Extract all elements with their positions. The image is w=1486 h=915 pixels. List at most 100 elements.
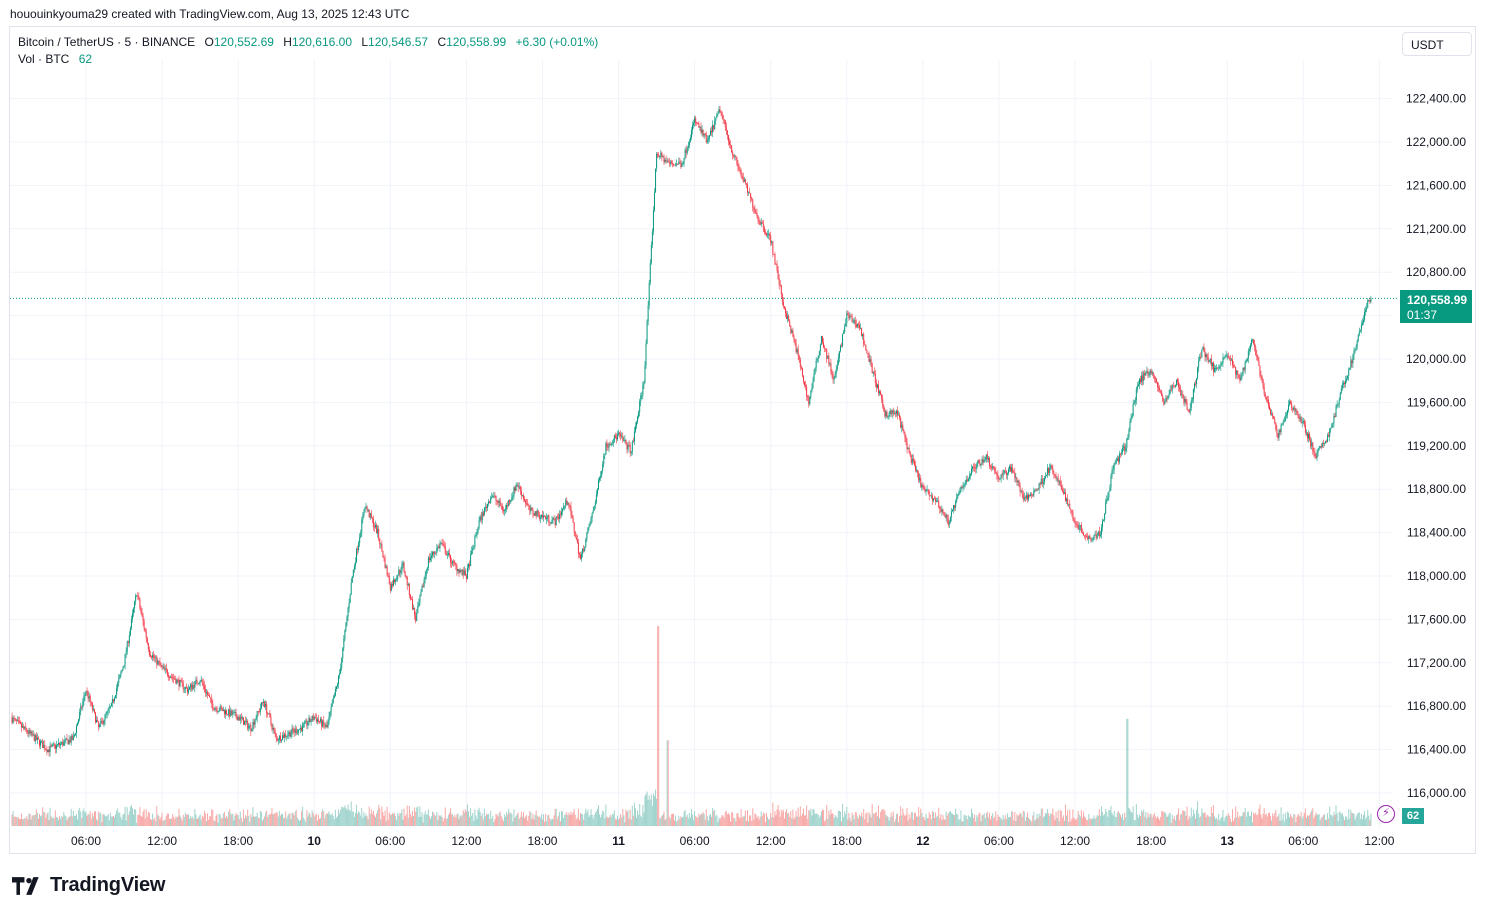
- candle-body: [853, 320, 855, 322]
- tradingview-logo[interactable]: TradingView: [12, 874, 165, 897]
- volume-bar: [553, 815, 555, 826]
- volume-bar: [1119, 815, 1121, 826]
- volume-bar: [875, 811, 877, 826]
- candle-body: [1144, 372, 1146, 376]
- volume-bar: [92, 816, 94, 826]
- volume-bar: [1297, 813, 1299, 826]
- volume-bar: [1258, 808, 1260, 826]
- volume-label[interactable]: Vol · BTC: [18, 52, 70, 66]
- volume-bar: [194, 809, 196, 826]
- candle-body: [678, 161, 680, 165]
- candle-body: [115, 695, 117, 699]
- volume-bar: [120, 816, 122, 826]
- candle-body: [851, 316, 853, 323]
- candle-body: [51, 744, 53, 747]
- candle-body: [925, 490, 927, 492]
- currency-button[interactable]: USDT: [1402, 32, 1472, 56]
- price-axis[interactable]: 116,000.00116,400.00116,800.00117,200.00…: [1406, 92, 1466, 800]
- candle-body: [1210, 358, 1212, 366]
- candle-body: [1224, 356, 1226, 358]
- volume-bar: [44, 812, 46, 826]
- volume-bar: [96, 818, 98, 826]
- candle-body: [1110, 476, 1112, 488]
- volume-bar: [313, 816, 315, 826]
- volume-bar: [1369, 819, 1371, 826]
- candle-body: [378, 528, 380, 539]
- candle-body: [536, 510, 538, 517]
- volume-bar: [895, 814, 897, 826]
- volume-bar: [1077, 810, 1079, 826]
- candle-body: [704, 133, 706, 135]
- volume-bar: [1060, 811, 1062, 826]
- volume-bar: [1360, 813, 1362, 826]
- candle-body: [611, 443, 613, 445]
- candle-body: [1077, 524, 1079, 530]
- volume-bar: [650, 794, 652, 826]
- volume-bar: [1304, 808, 1306, 826]
- volume-bar: [1088, 813, 1090, 826]
- volume-bar: [350, 801, 352, 826]
- candle-body: [216, 708, 218, 712]
- lightning-bolt-icon[interactable]: ⚡: [1377, 805, 1395, 823]
- volume-bar: [851, 812, 853, 826]
- candle-body: [1150, 370, 1152, 374]
- y-tick-label: 117,600.00: [1407, 612, 1466, 626]
- candle-body: [303, 723, 305, 725]
- candle-body: [325, 725, 327, 727]
- candle-body: [538, 514, 540, 519]
- candle-body: [1206, 354, 1208, 358]
- candle-body: [1163, 400, 1165, 405]
- candle-body: [1009, 466, 1011, 470]
- volume-bar: [551, 818, 553, 826]
- candle-body: [455, 564, 457, 566]
- volume-bar: [829, 814, 831, 826]
- candle-body: [1241, 374, 1243, 376]
- volume-bar: [599, 814, 601, 826]
- volume-bar: [1320, 817, 1322, 826]
- volume-bar: [1105, 808, 1107, 826]
- candle-body: [1310, 440, 1312, 447]
- candle-body: [626, 444, 628, 450]
- time-axis[interactable]: 06:00 12:00 18:00 10 06:00 12:00 18:00 11 06:00 1…: [71, 834, 1395, 848]
- candle-body: [341, 658, 343, 669]
- volume-bar: [853, 819, 855, 826]
- candle-body: [1219, 366, 1221, 368]
- candle-body: [119, 674, 121, 679]
- volume-bar: [537, 816, 539, 826]
- volume-bar: [139, 807, 141, 826]
- symbol-name[interactable]: Bitcoin / TetherUS · 5 · BINANCE: [18, 35, 196, 49]
- candle-body: [717, 113, 719, 115]
- candle-body: [1057, 478, 1059, 482]
- volume-bar: [1092, 818, 1094, 826]
- candle-body: [733, 155, 735, 157]
- candle-body: [572, 517, 574, 523]
- candle-body: [511, 496, 513, 500]
- candle-body: [182, 682, 184, 690]
- volume-value: 62: [78, 52, 93, 66]
- candle-body: [1038, 483, 1040, 490]
- volume-bar: [349, 810, 351, 826]
- volume-bar: [978, 813, 980, 826]
- candle-body: [390, 584, 392, 591]
- candle-body: [298, 729, 300, 730]
- chart-frame[interactable]: [9, 26, 1476, 854]
- volume-bar: [1006, 813, 1008, 826]
- candle-body: [446, 554, 448, 556]
- volume-bar: [519, 817, 521, 826]
- volume-bar: [1050, 813, 1052, 826]
- candle-body: [848, 314, 850, 319]
- volume-bar: [145, 809, 147, 826]
- candle-body: [640, 395, 642, 402]
- volume-bar: [1094, 818, 1096, 826]
- candle-body: [663, 156, 665, 163]
- candle-body: [111, 699, 113, 703]
- volume-bar: [735, 821, 737, 826]
- volume-bar: [1090, 819, 1092, 826]
- candle-body: [903, 430, 905, 433]
- volume-bar: [1156, 816, 1158, 826]
- candle-body: [91, 702, 93, 710]
- candle-body: [521, 495, 523, 497]
- candle-body: [916, 470, 918, 471]
- volume-bar: [11, 814, 13, 826]
